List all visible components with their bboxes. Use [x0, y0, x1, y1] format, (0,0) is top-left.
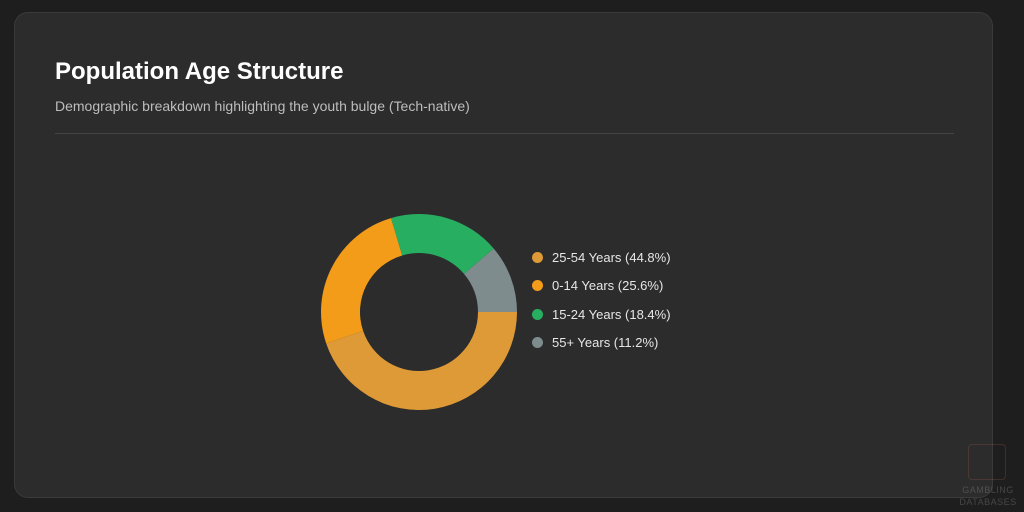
donut-slice-3	[463, 248, 517, 312]
legend-item[interactable]: 0-14 Years (25.6%)	[532, 272, 671, 301]
legend-label: 55+ Years (11.2%)	[552, 335, 659, 351]
donut-slice-0	[326, 312, 517, 411]
donut-slices	[321, 214, 517, 411]
chart-subtitle: Demographic breakdown highlighting the y…	[55, 98, 470, 114]
watermark-text: GAMBLING DATABASES	[959, 485, 1017, 507]
legend-item[interactable]: 15-24 Years (18.4%)	[532, 300, 671, 329]
watermark-logo-icon	[968, 444, 1006, 480]
legend-item[interactable]: 55+ Years (11.2%)	[532, 329, 671, 358]
watermark: GAMBLING DATABASES	[952, 444, 1024, 512]
legend-label: 0-14 Years (25.6%)	[552, 278, 664, 294]
donut-slice-2	[391, 214, 494, 274]
legend-swatch-icon	[532, 280, 543, 292]
chart-legend: 25-54 Years (44.8%) 0-14 Years (25.6%) 15-…	[532, 243, 671, 357]
chart-card: Population Age Structure Demographic bre…	[14, 12, 993, 498]
legend-swatch-icon	[532, 308, 543, 320]
donut-slice-1	[321, 218, 403, 344]
legend-item[interactable]: 25-54 Years (44.8%)	[532, 243, 671, 272]
chart-title: Population Age Structure	[55, 58, 344, 85]
header-divider	[55, 133, 954, 134]
legend-label: 15-24 Years (18.4%)	[552, 306, 671, 322]
legend-swatch-icon	[532, 251, 543, 263]
legend-swatch-icon	[532, 337, 543, 349]
legend-label: 25-54 Years (44.8%)	[552, 249, 671, 265]
